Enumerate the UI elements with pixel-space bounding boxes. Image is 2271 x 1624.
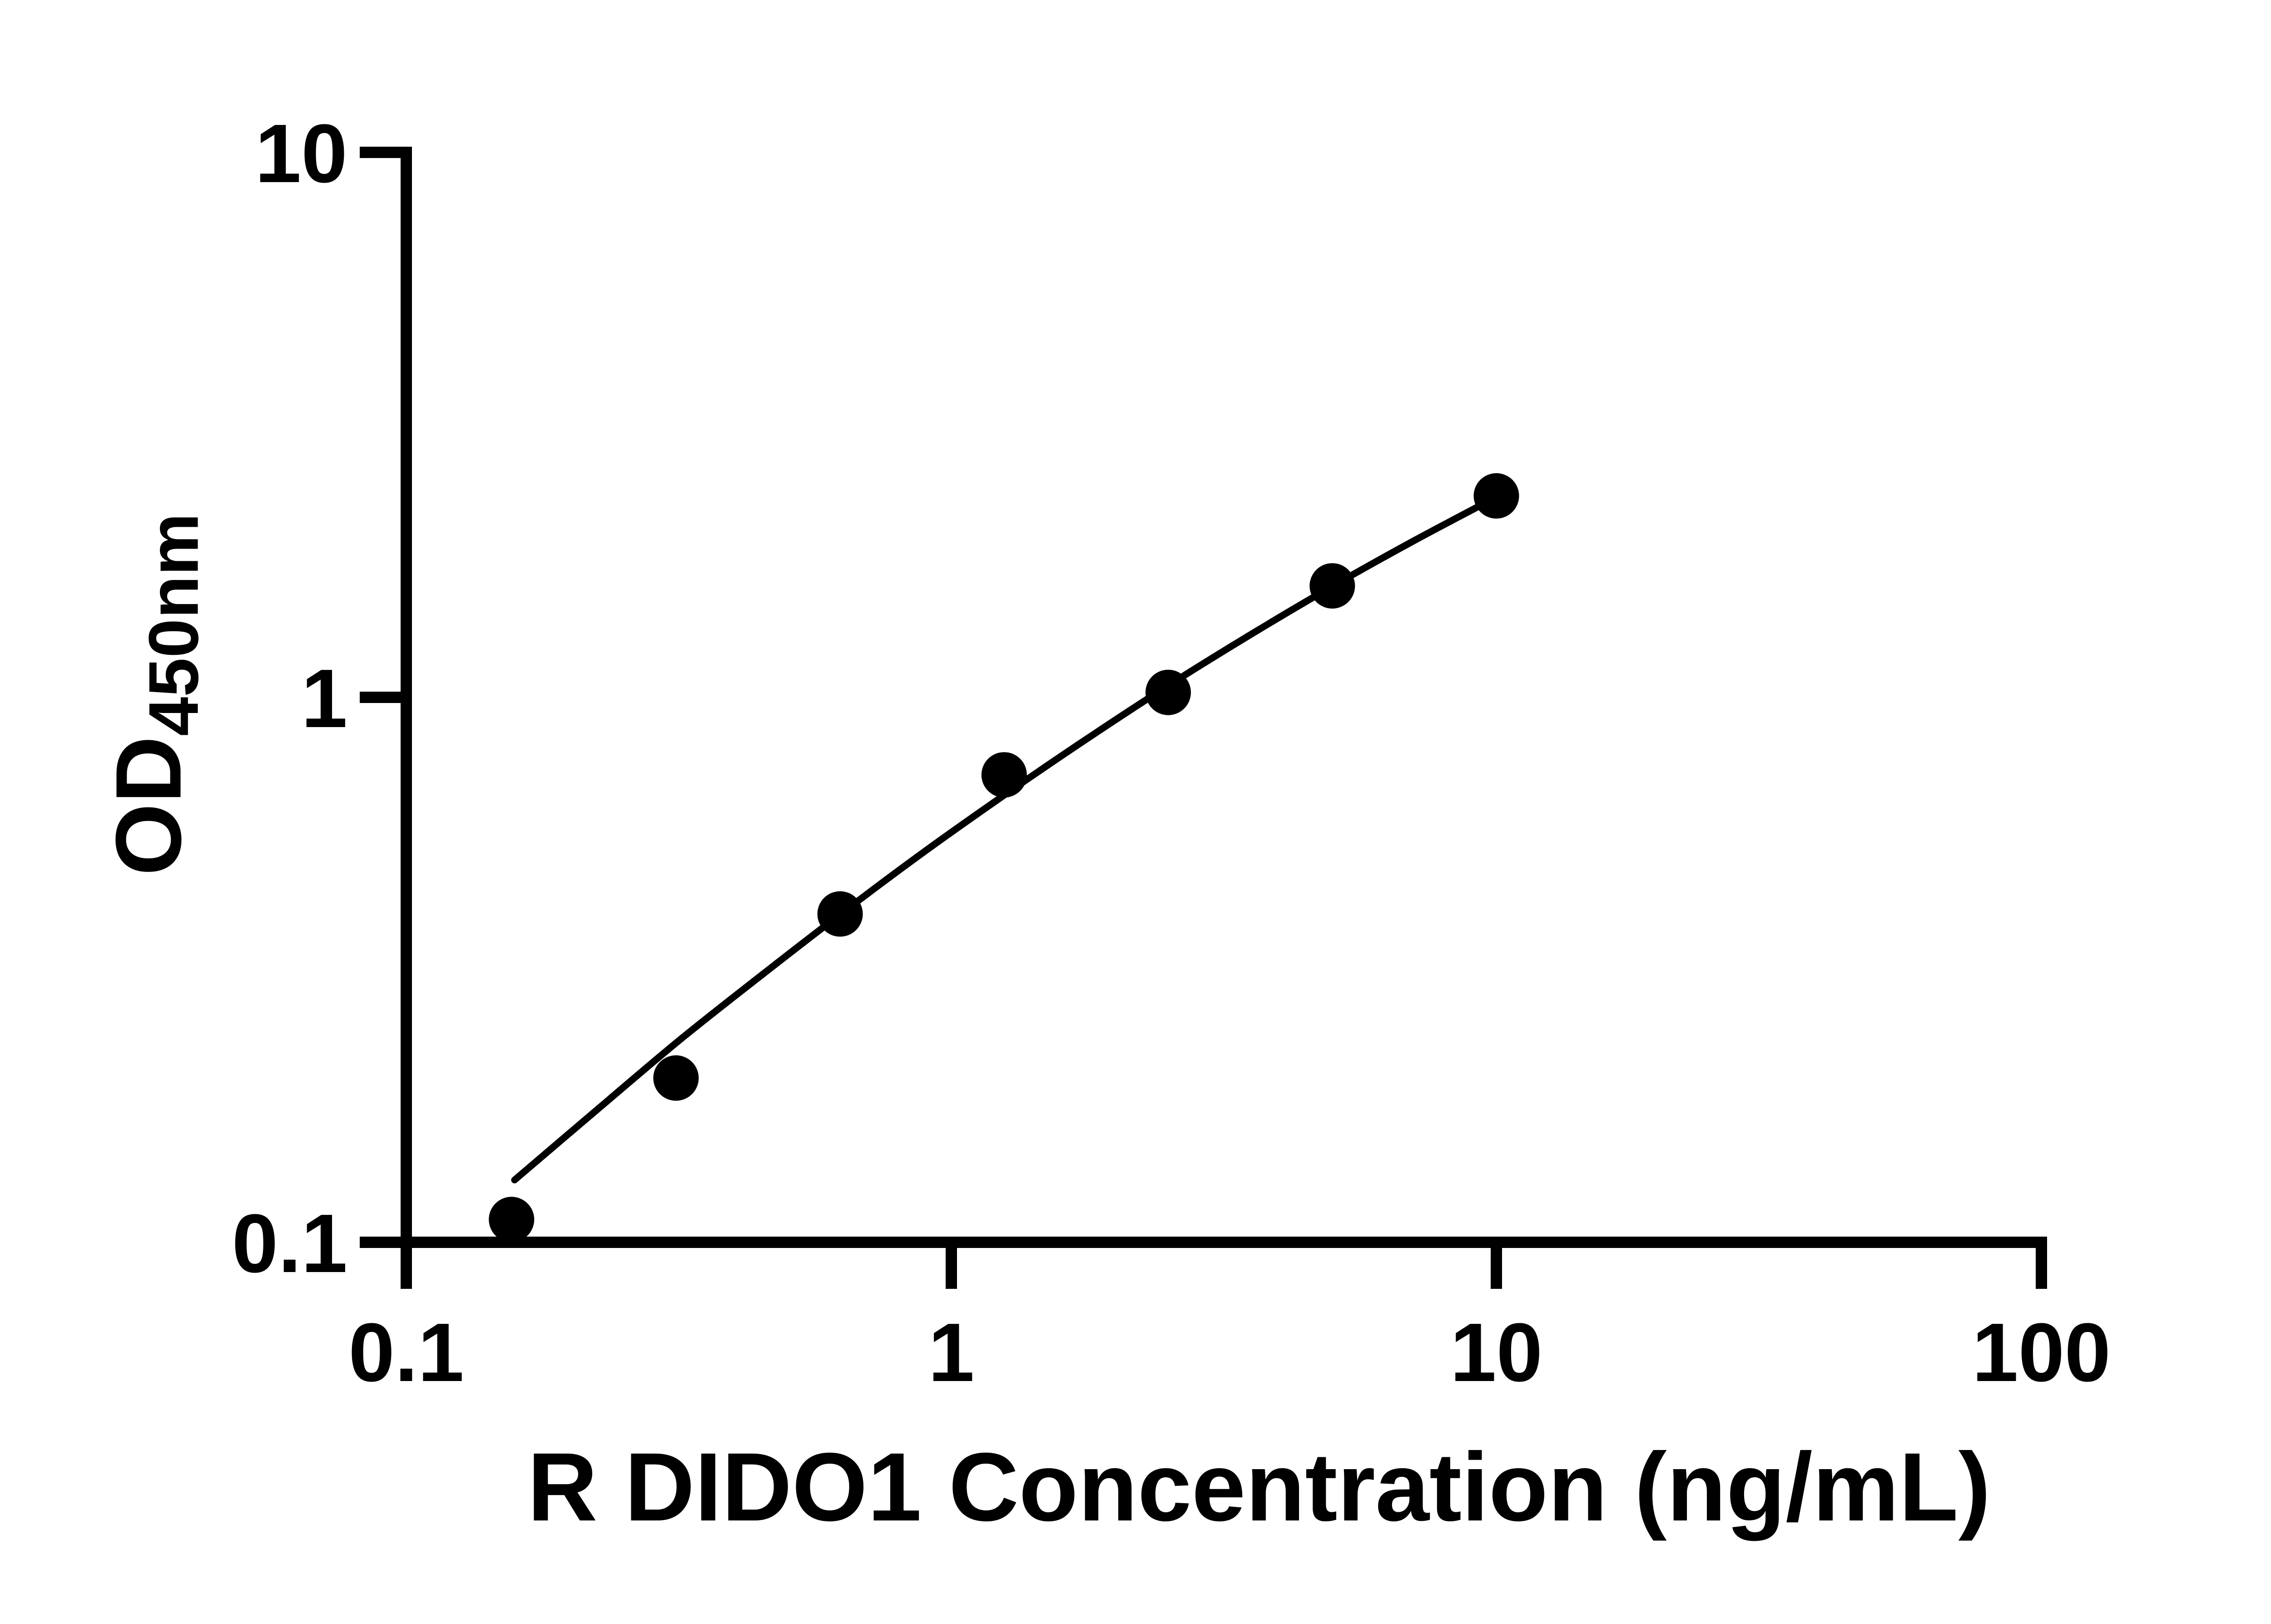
y-axis-tick [360,692,401,703]
y-axis-line [401,147,412,1288]
x-axis-tick [946,1248,957,1289]
y-axis-tick [360,147,401,158]
data-point [653,1055,699,1101]
y-axis-tick [360,1237,401,1248]
data-point [982,752,1027,797]
y-axis-title: OD450nm [102,513,209,876]
y-axis-title-subscript: 450nm [134,513,213,736]
data-point [1145,670,1191,715]
data-points [489,473,1519,1242]
x-tick-label: 100 [1928,1311,2155,1394]
y-tick-label: 10 [255,112,347,195]
x-axis-line [401,1237,2047,1248]
x-tick-label: 0.1 [293,1311,520,1394]
data-point [1309,563,1355,609]
y-tick-label: 0.1 [232,1202,347,1285]
data-point [489,1197,534,1242]
x-axis-tick [1491,1248,1502,1289]
x-axis-title: R DIDO1 Concentration (ng/mL) [340,1431,2178,1543]
x-tick-label: 10 [1383,1311,1610,1394]
y-tick-label: 1 [301,657,347,740]
x-axis-tick [401,1248,412,1289]
y-axis-title-main: OD [97,736,201,876]
data-point [818,891,863,937]
elisa-standard-curve-chart: 0.1 1 10 0.1 1 10 100 OD450nm R DIDO1 Concent… [0,0,2271,1624]
x-axis-tick [2036,1248,2047,1289]
x-tick-label: 1 [838,1311,1065,1394]
data-point [1474,473,1519,519]
